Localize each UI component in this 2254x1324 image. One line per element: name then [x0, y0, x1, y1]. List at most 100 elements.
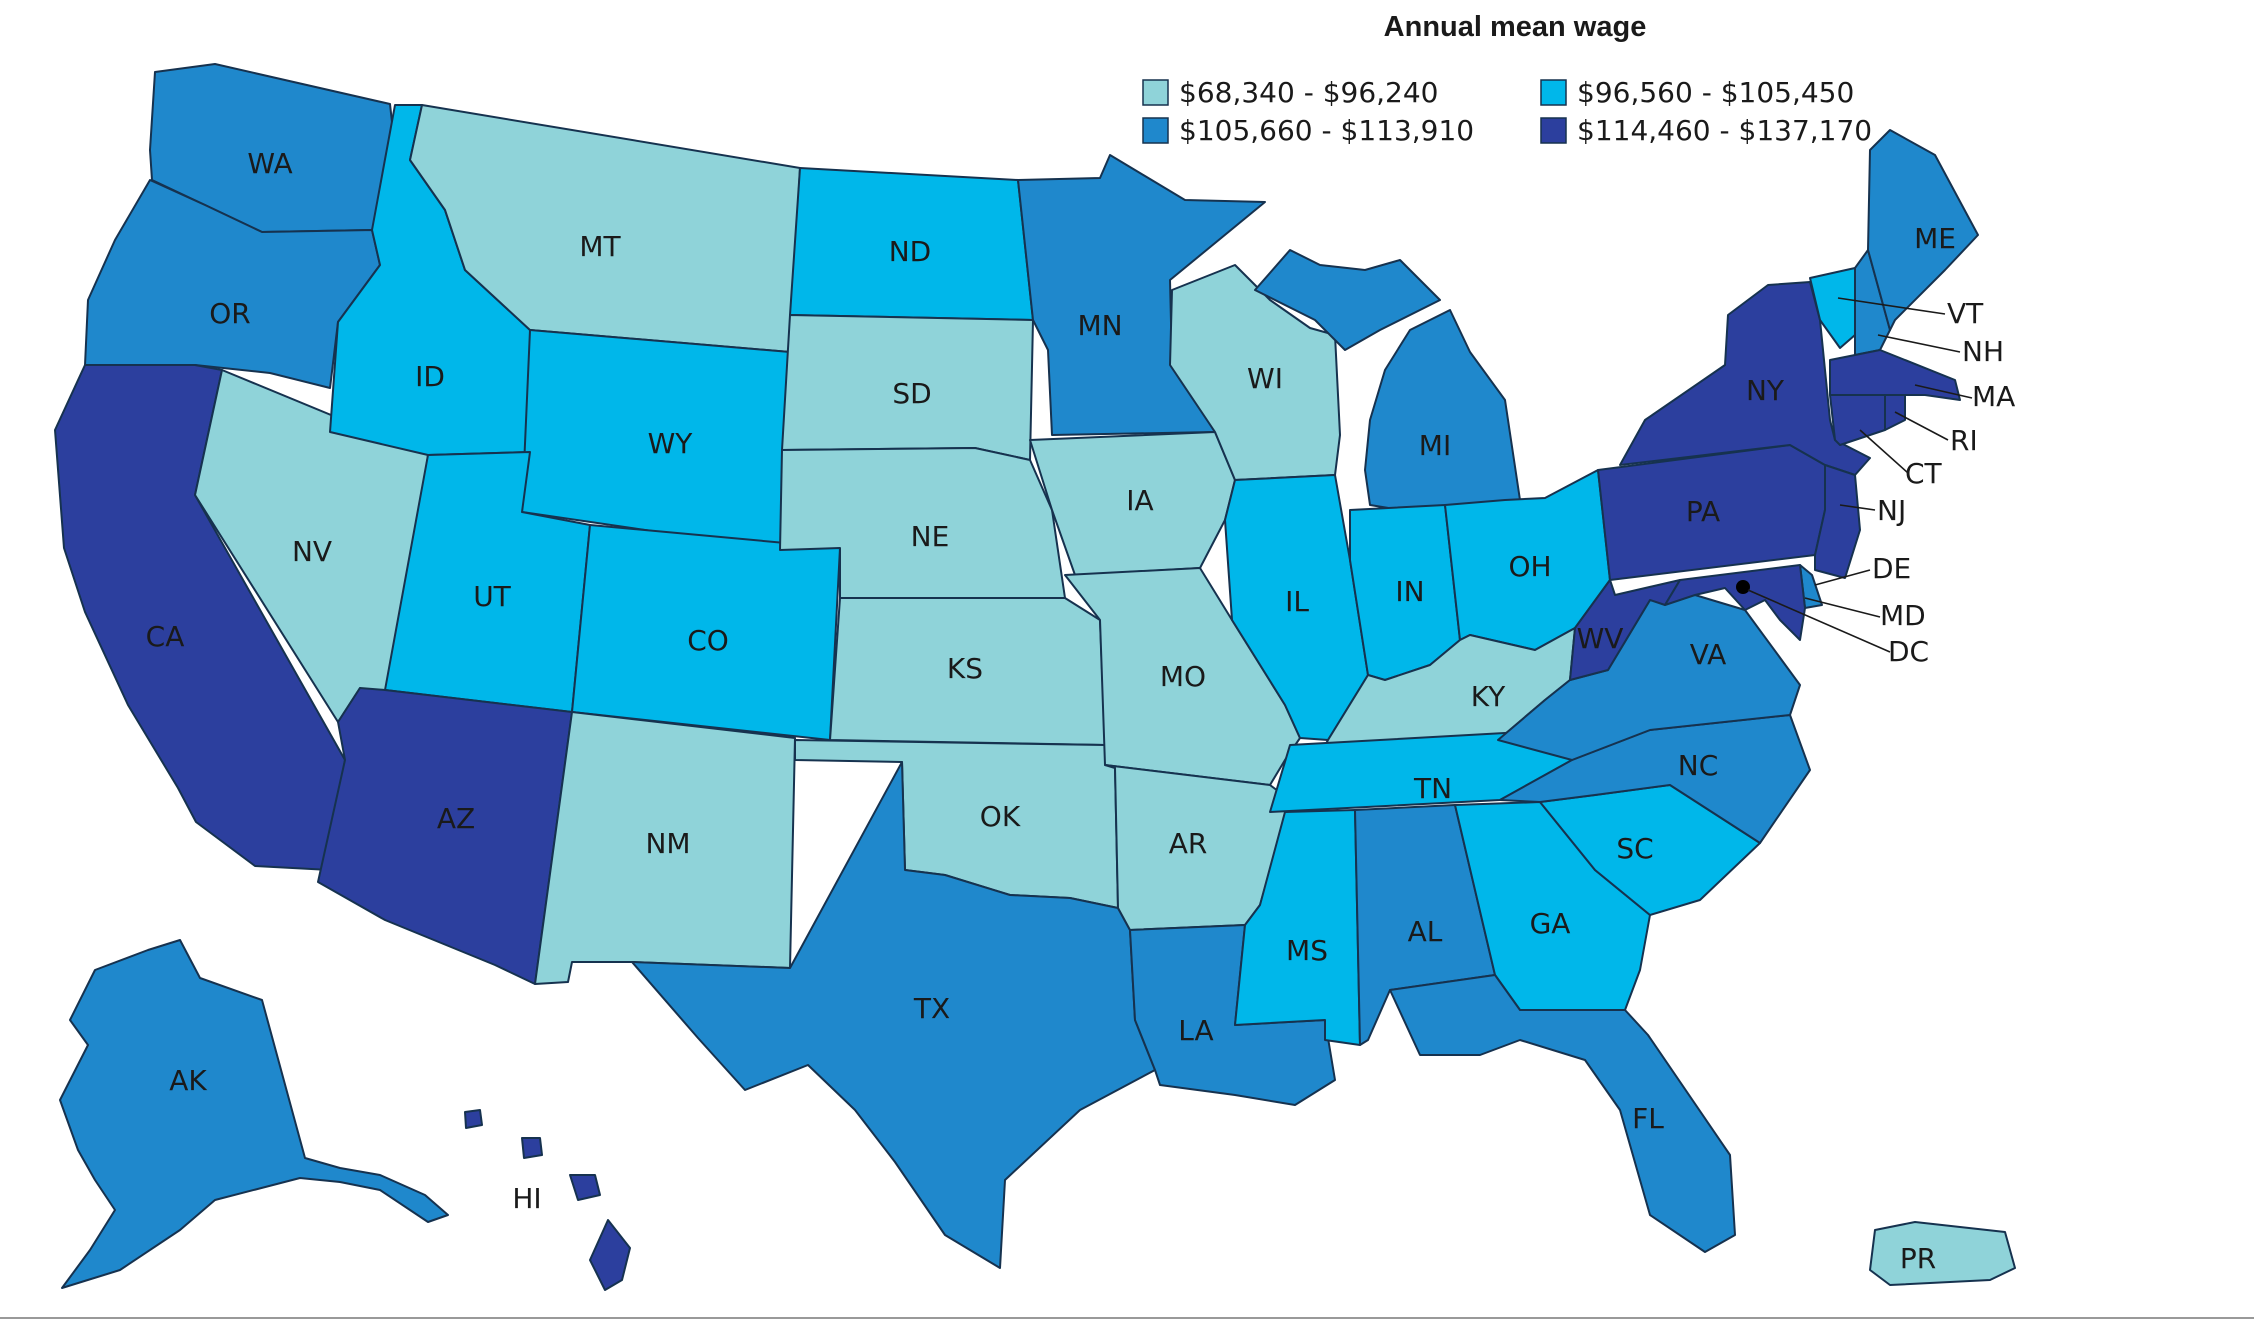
state-CT[interactable]	[1829, 394, 1886, 446]
label-NE: NE	[911, 520, 950, 553]
label-KY: KY	[1471, 680, 1506, 713]
leader-ma	[1914, 384, 1973, 399]
label-MN: MN	[1077, 309, 1122, 342]
label-MI: MI	[1419, 429, 1451, 462]
leader-lines	[1747, 297, 1973, 653]
label-PA: PA	[1686, 495, 1720, 528]
label-MT: MT	[579, 230, 621, 263]
label-RI: RI	[1950, 424, 1978, 457]
state-MI[interactable]	[1364, 309, 1521, 523]
label-DE: DE	[1872, 552, 1911, 585]
state-ME[interactable]	[1867, 129, 1979, 331]
legend-item-2: $105,660 - $113,910	[1142, 114, 1474, 147]
label-AZ: AZ	[437, 802, 475, 835]
legend-label-1: $96,560 - $105,450	[1577, 76, 1854, 109]
label-CT: CT	[1905, 457, 1943, 490]
legend-label-0: $68,340 - $96,240	[1179, 76, 1438, 109]
state-OR[interactable]	[84, 179, 381, 389]
label-GA: GA	[1530, 907, 1571, 940]
label-OK: OK	[980, 800, 1021, 833]
leader-vt	[1837, 297, 1946, 315]
label-NJ: NJ	[1877, 494, 1906, 527]
state-HI-maui[interactable]	[569, 1174, 601, 1201]
label-SC: SC	[1616, 832, 1653, 865]
legend-label-2: $105,660 - $113,910	[1179, 114, 1474, 147]
map-title: Annual mean wage	[1384, 11, 1647, 43]
states-layer	[54, 63, 2016, 1291]
dc-marker	[1736, 580, 1750, 594]
label-DC: DC	[1888, 635, 1929, 668]
state-HI[interactable]	[589, 1219, 631, 1291]
label-IA: IA	[1126, 484, 1153, 517]
label-FL: FL	[1632, 1102, 1664, 1135]
state-TX[interactable]	[631, 761, 1156, 1269]
leader-de	[1814, 569, 1871, 586]
label-NC: NC	[1678, 749, 1719, 782]
leader-ri	[1894, 411, 1949, 441]
label-KS: KS	[947, 652, 983, 685]
state-MA[interactable]	[1829, 349, 1961, 401]
label-IN: IN	[1395, 575, 1424, 608]
label-WY: WY	[648, 427, 694, 460]
label-NV: NV	[292, 535, 332, 568]
label-HI: HI	[512, 1182, 541, 1215]
leader-md	[1804, 597, 1881, 618]
legend-swatch-0	[1142, 79, 1169, 106]
state-IL[interactable]	[1224, 474, 1369, 741]
label-WV: WV	[1577, 622, 1624, 655]
legend-item-0: $68,340 - $96,240	[1142, 76, 1438, 109]
legend-swatch-2	[1142, 117, 1169, 144]
state-HI-kauai[interactable]	[464, 1109, 483, 1129]
leader-nh	[1877, 334, 1961, 353]
legend-swatch-3	[1540, 117, 1567, 144]
label-NH: NH	[1962, 335, 2004, 368]
label-WA: WA	[247, 147, 292, 180]
label-NY: NY	[1746, 374, 1785, 407]
label-WI: WI	[1247, 362, 1283, 395]
state-NJ[interactable]	[1814, 464, 1861, 579]
label-SD: SD	[892, 377, 931, 410]
state-MD[interactable]	[1664, 564, 1806, 641]
label-TN: TN	[1413, 772, 1452, 805]
label-UT: UT	[473, 580, 511, 613]
legend-swatch-1	[1540, 79, 1567, 106]
label-CO: CO	[687, 624, 729, 657]
legend-label-3: $114,460 - $137,170	[1577, 114, 1872, 147]
label-PR: PR	[1900, 1242, 1936, 1275]
leader-dc	[1747, 589, 1891, 653]
state-MI-up[interactable]	[1254, 249, 1441, 351]
legend-item-1: $96,560 - $105,450	[1540, 76, 1854, 109]
label-OR: OR	[209, 297, 251, 330]
legend: $68,340 - $96,240 $96,560 - $105,450 $10…	[1142, 76, 1872, 147]
label-MS: MS	[1286, 934, 1328, 967]
state-HI-oahu[interactable]	[521, 1137, 543, 1159]
label-ME: ME	[1914, 222, 1956, 255]
state-VT[interactable]	[1809, 267, 1856, 349]
label-LA: LA	[1178, 1014, 1213, 1047]
label-TX: TX	[913, 992, 950, 1025]
label-AL: AL	[1408, 915, 1443, 948]
label-VT: VT	[1947, 297, 1984, 330]
state-FL[interactable]	[1389, 974, 1736, 1253]
label-ND: ND	[889, 235, 932, 268]
state-AK[interactable]	[59, 939, 449, 1289]
state-AZ[interactable]	[317, 687, 573, 985]
leader-ct	[1859, 429, 1909, 474]
label-ID: ID	[415, 360, 445, 393]
label-AK: AK	[169, 1064, 207, 1097]
label-NM: NM	[645, 827, 690, 860]
state-NM[interactable]	[534, 711, 796, 985]
label-MO: MO	[1160, 660, 1206, 693]
label-MA: MA	[1972, 380, 2015, 413]
leader-nj	[1839, 504, 1876, 511]
label-MD: MD	[1880, 599, 1926, 632]
state-PR[interactable]	[1869, 1221, 2016, 1286]
label-OH: OH	[1508, 550, 1551, 583]
label-AR: AR	[1169, 827, 1208, 860]
label-VA: VA	[1690, 638, 1727, 671]
state-labels: WA OR CA NV ID MT WY UT CO AZ NM ND SD N…	[146, 147, 2016, 1275]
label-CA: CA	[146, 620, 185, 653]
legend-item-3: $114,460 - $137,170	[1540, 114, 1872, 147]
